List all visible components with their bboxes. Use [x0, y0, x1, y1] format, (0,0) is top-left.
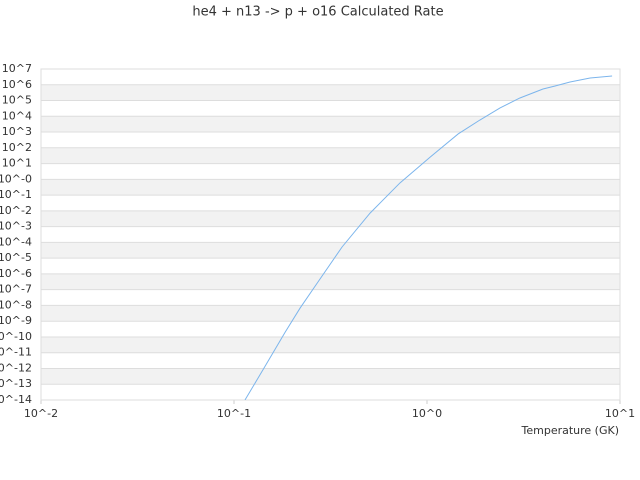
- x-tick-label: 10^-1: [217, 407, 251, 420]
- y-tick-label: 10^-1: [0, 188, 32, 201]
- y-tick-label: 10^7: [2, 62, 32, 75]
- x-tick-label: 10^1: [605, 407, 635, 420]
- y-tick-label: 10^-8: [0, 298, 32, 311]
- grid-band: [41, 273, 620, 290]
- y-tick-label: 10^-14: [0, 393, 32, 406]
- y-tick-label: 10^-3: [0, 220, 32, 233]
- y-tick-label: 10^2: [2, 141, 32, 154]
- x-tick-label: 10^0: [412, 407, 442, 420]
- grid-band: [41, 116, 620, 133]
- grid-band: [41, 210, 620, 227]
- y-tick-label: 10^1: [2, 157, 32, 170]
- grid-band: [41, 84, 620, 101]
- y-tick-label: 10^-4: [0, 235, 32, 248]
- x-axis-label: Temperature (GK): [521, 424, 620, 437]
- grid-band: [41, 305, 620, 322]
- y-tick-label: 10^-12: [0, 361, 32, 374]
- y-tick-label: 10^-5: [0, 251, 32, 264]
- y-tick-label: 10^-11: [0, 346, 32, 359]
- y-tick-label: 10^-2: [0, 204, 32, 217]
- data-line: [244, 75, 613, 400]
- plot-frame: [40, 68, 621, 401]
- y-tick-label: 10^5: [2, 94, 32, 107]
- grid-band: [41, 242, 620, 259]
- grid-band: [41, 368, 620, 385]
- y-tick-label: 10^-7: [0, 283, 32, 296]
- y-tick-label: 10^-9: [0, 314, 32, 327]
- grid-band: [41, 336, 620, 353]
- x-tick-label: 10^-2: [24, 407, 58, 420]
- grid-band: [41, 179, 620, 196]
- y-tick-label: 10^-10: [0, 330, 32, 343]
- y-tick-label: 10^3: [2, 125, 32, 138]
- y-tick-label: 10^-6: [0, 267, 32, 280]
- y-tick-label: 10^-0: [0, 172, 32, 185]
- y-tick-label: 10^4: [2, 109, 32, 122]
- chart-title: he4 + n13 -> p + o16 Calculated Rate: [192, 5, 443, 20]
- grid-band: [41, 147, 620, 164]
- y-tick-label: 10^6: [2, 78, 32, 91]
- y-tick-label: 10^-13: [0, 377, 32, 390]
